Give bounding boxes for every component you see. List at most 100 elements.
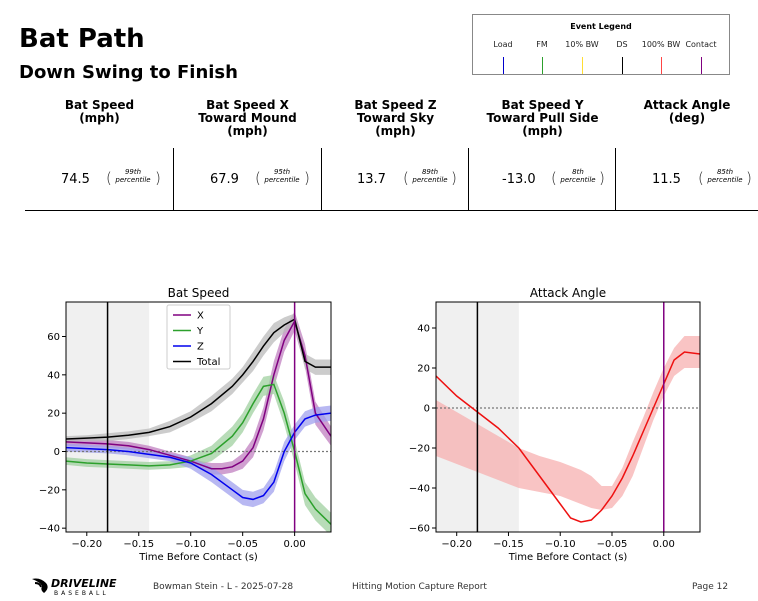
x-tick-label: −0.20 [441, 539, 472, 550]
y-tick-label: −60 [409, 524, 430, 535]
y-tick-label: 40 [47, 370, 60, 381]
metric-bat-speed-y: Bat Speed Y Toward Pull Side (mph) -13.0… [469, 96, 616, 210]
paren-close: ) [304, 169, 310, 187]
metric-percentile: 95th percentile [262, 168, 302, 184]
metric-bat-speed: Bat Speed (mph) 74.5 ( 99th percentile ) [25, 96, 174, 210]
series-line-total [66, 318, 331, 440]
percentile-word: percentile [560, 176, 596, 184]
metric-label: Attack Angle (deg) [643, 98, 731, 125]
legend-line-10bw [582, 57, 583, 74]
plot-frame [435, 301, 701, 533]
bat-speed-chart: Bat Speed −0.20 −0.15 −0.10 −0.05 0.00 −40 −20 0… [39, 286, 332, 563]
plot-frame [65, 301, 332, 533]
page-title: Bat Path [19, 24, 145, 54]
y-tick-label: 40 [417, 324, 430, 335]
legend-label-100bw: 100% BW [641, 40, 681, 49]
logo-text: DRIVELINE [51, 577, 117, 590]
legend-label-ds: DS [616, 40, 628, 49]
metric-percentile: 8th percentile [558, 168, 598, 184]
paren-close: ) [451, 169, 457, 187]
paren-open: ( [551, 169, 557, 187]
y-tick-label: −40 [409, 484, 430, 495]
legend-label-fm: FM [536, 40, 548, 49]
metric-percentile: 85th percentile [705, 168, 745, 184]
x-tick-label: 0.00 [653, 539, 675, 550]
percentile-word: percentile [412, 176, 448, 184]
metric-value: 74.5 [61, 172, 90, 187]
attack-angle-chart: Attack Angle −0.20 −0.15 −0.10 −0.05 0.00 −60 −… [409, 286, 701, 563]
page-subtitle: Down Swing to Finish [19, 62, 238, 83]
y-tick-label: 0 [424, 404, 430, 415]
legend-box [166, 304, 231, 370]
event-legend: Event Legend Load FM 10% BW DS 100% BW C… [472, 14, 730, 75]
series-line-x [66, 319, 331, 470]
band-attack-angle [436, 336, 700, 510]
series-line-y [66, 383, 331, 525]
paren-close: ) [746, 169, 752, 187]
x-axis-label: Time Before Contact (s) [138, 552, 258, 563]
metric-divider [321, 148, 322, 210]
metric-bat-speed-z: Bat Speed Z Toward Sky (mph) 13.7 ( 89th… [322, 96, 469, 210]
x-tick-label: −0.05 [227, 539, 258, 550]
legend-line-fm [542, 57, 543, 74]
percentile-rank: 99th [124, 168, 142, 176]
percentile-rank: 8th [572, 168, 584, 176]
metric-percentile: 89th percentile [410, 168, 450, 184]
x-tick-label: −0.20 [71, 539, 102, 550]
metric-bat-speed-x: Bat Speed X Toward Mound (mph) 67.9 ( 95… [174, 96, 321, 210]
plot-area [436, 302, 700, 532]
x-tick-label: −0.15 [123, 539, 154, 550]
y-tick-label: 0 [54, 447, 60, 458]
metric-value: 67.9 [210, 172, 239, 187]
percentile-word: percentile [707, 176, 743, 184]
x-tick-label: −0.10 [175, 539, 206, 550]
band-z [66, 405, 331, 508]
paren-open: ( [403, 169, 409, 187]
metric-label: Bat Speed (mph) [64, 98, 135, 125]
metric-label: Bat Speed Y Toward Pull Side (mph) [486, 98, 599, 138]
y-tick-label: 60 [47, 332, 60, 343]
series-line-attack-angle [436, 351, 700, 523]
metric-divider [173, 148, 174, 210]
x-tick-label: −0.10 [545, 539, 576, 550]
x-axis-label: Time Before Contact (s) [508, 552, 628, 563]
percentile-rank: 95th [273, 168, 291, 176]
driveline-logo-mark: DRIVELINE BASEBALL [32, 577, 117, 597]
metric-value: -13.0 [502, 172, 536, 187]
paren-close: ) [599, 169, 605, 187]
metric-value: 11.5 [652, 172, 681, 187]
legend-label-10bw: 10% BW [565, 40, 599, 49]
legend-label-contact: Contact [685, 40, 717, 49]
metric-percentile: 99th percentile [113, 168, 153, 184]
metric-divider [468, 148, 469, 210]
y-tick-label: −20 [39, 485, 60, 496]
paren-open: ( [698, 169, 704, 187]
metric-label: Bat Speed X Toward Mound (mph) [198, 98, 297, 138]
footer-player: Bowman Stein - L - 2025-07-28 [153, 582, 294, 592]
metric-attack-angle: Attack Angle (deg) 11.5 ( 85th percentile… [616, 96, 758, 210]
y-tick-label: 20 [47, 409, 60, 420]
chart-title: Attack Angle [530, 286, 606, 300]
y-tick-label: −40 [39, 524, 60, 535]
legend-line-contact [701, 57, 702, 74]
legend-line-100bw [661, 57, 662, 74]
event-legend-title: Event Legend [570, 22, 632, 31]
footer-report: Hitting Motion Capture Report [352, 582, 487, 592]
band-y [66, 374, 331, 532]
metric-value: 13.7 [357, 172, 386, 187]
metric-divider [615, 148, 616, 210]
y-tick-label: −20 [409, 444, 430, 455]
legend-line-ds [622, 57, 623, 74]
metric-label: Bat Speed Z Toward Sky (mph) [354, 98, 437, 138]
metrics-table: Bat Speed (mph) 74.5 ( 99th percentile ) … [25, 96, 758, 211]
legend-entry: Z [197, 342, 204, 353]
legend-entry: Y [196, 326, 204, 337]
percentile-word: percentile [115, 176, 151, 184]
paren-open: ( [255, 169, 261, 187]
legend-line-load [503, 57, 504, 74]
chart-title: Bat Speed [168, 286, 230, 300]
footer-page: Page 12 [692, 582, 729, 592]
driveline-logo: DRIVELINE BASEBALL [30, 575, 150, 601]
x-tick-label: −0.15 [493, 539, 524, 550]
x-tick-label: 0.00 [283, 539, 305, 550]
